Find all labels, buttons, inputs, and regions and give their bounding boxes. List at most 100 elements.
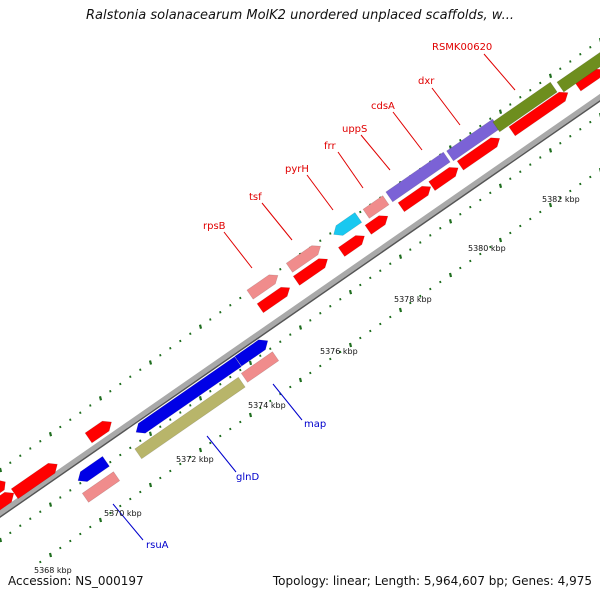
tick-mark — [0, 467, 3, 473]
gene-label-pyrH[interactable]: pyrH — [285, 164, 309, 175]
gene-label-RSMK00620[interactable]: RSMK00620 — [432, 42, 492, 53]
tick-mark — [39, 440, 42, 443]
tick-mark — [139, 368, 142, 371]
gene-label-tsf[interactable]: tsf — [249, 192, 262, 203]
tick-mark — [109, 460, 112, 464]
tick-mark — [498, 237, 503, 243]
tick-mark — [519, 224, 522, 228]
tick-mark — [109, 389, 112, 393]
gene-label-rpsB[interactable]: rpsB — [203, 221, 226, 232]
feature-pink[interactable] — [362, 195, 390, 219]
feature-red[interactable] — [337, 232, 367, 257]
tick-mark — [539, 156, 542, 159]
tick-mark — [189, 455, 192, 459]
tick-mark — [209, 441, 212, 445]
feature-red[interactable] — [456, 134, 503, 171]
feature-red[interactable] — [0, 488, 17, 513]
feature-red[interactable] — [256, 283, 293, 314]
tick-mark — [209, 390, 212, 393]
feature-red[interactable] — [397, 182, 434, 213]
tick-mark — [459, 212, 462, 216]
tick-mark — [489, 191, 492, 195]
tick-mark — [409, 248, 412, 251]
tick-mark — [139, 490, 142, 494]
tick-mark — [329, 357, 332, 361]
feature-blue[interactable] — [234, 336, 271, 367]
tick-mark — [348, 289, 353, 295]
feature-red[interactable] — [84, 417, 115, 444]
gene-label-frr[interactable]: frr — [324, 141, 336, 152]
gene-label-glnD[interactable]: glnD — [236, 472, 259, 483]
tick-mark — [59, 546, 62, 550]
tick-mark — [79, 411, 82, 414]
tick-mark — [289, 333, 292, 336]
feature-pink[interactable] — [240, 351, 280, 383]
tick-mark — [419, 241, 422, 244]
tick-mark — [119, 382, 122, 386]
tick-mark — [239, 420, 242, 424]
feature-red[interactable] — [364, 212, 391, 235]
tick-mark — [159, 354, 162, 357]
scale-labels: 5368 kbp 5370 kbp 5372 kbp 5374 kbp 5376… — [34, 195, 580, 575]
tick-mark — [489, 117, 492, 121]
tick-mark — [289, 385, 292, 389]
tick-mark — [479, 198, 482, 202]
gene-label-map[interactable]: map — [304, 419, 326, 430]
feature-khaki[interactable] — [134, 376, 246, 460]
tick-mark — [19, 454, 22, 457]
tick-mark — [339, 297, 342, 301]
tick-mark — [169, 469, 172, 473]
tick-mark — [139, 439, 142, 443]
tick-mark — [29, 447, 32, 450]
gene-label-cdsA[interactable]: cdsA — [371, 101, 395, 112]
gene-label-rsuA[interactable]: rsuA — [146, 540, 169, 551]
tick-mark — [319, 364, 322, 368]
feature-pink[interactable] — [246, 271, 281, 300]
tick-mark — [579, 127, 582, 131]
tick-mark — [539, 210, 542, 214]
tick-mark — [269, 399, 272, 403]
tick-mark — [109, 511, 112, 515]
tick-mark — [98, 396, 103, 401]
tick-mark — [89, 525, 92, 529]
feature-red[interactable] — [10, 459, 61, 500]
feature-cyan[interactable] — [330, 212, 363, 240]
gene-label-dxr[interactable]: dxr — [418, 76, 435, 87]
tick-mark — [459, 266, 462, 270]
tick-mark — [379, 322, 382, 326]
tick-mark — [69, 418, 72, 422]
feature-red[interactable] — [0, 477, 9, 498]
tick-mark — [329, 305, 332, 308]
tick-mark — [398, 254, 403, 259]
tick-mark — [298, 377, 303, 383]
tick-mark — [498, 109, 503, 114]
feature-red[interactable] — [428, 163, 462, 192]
tick-mark — [509, 177, 512, 181]
gene-label-uppS[interactable]: uppS — [342, 124, 367, 135]
feature-pink[interactable] — [285, 242, 324, 273]
feature-purple[interactable] — [385, 151, 451, 203]
tick-mark — [169, 346, 172, 350]
tick-mark — [279, 268, 282, 271]
tick-mark — [159, 476, 162, 480]
tick-mark — [509, 231, 512, 235]
tick-mark — [548, 73, 553, 79]
feature-olive[interactable] — [492, 81, 558, 133]
feature-blue[interactable] — [133, 356, 242, 437]
feature-red[interactable] — [508, 88, 571, 137]
tick-mark — [39, 560, 42, 564]
tick-mark — [59, 425, 62, 429]
feature-red[interactable] — [292, 255, 331, 286]
tick-mark — [329, 232, 332, 235]
scale-label-5368: 5368 kbp — [34, 566, 72, 575]
tick-mark — [439, 227, 442, 230]
feature-olive[interactable] — [556, 47, 600, 93]
tick-mark — [409, 301, 412, 305]
feature-pink[interactable] — [81, 471, 121, 503]
tick-mark — [129, 497, 132, 501]
tick-mark — [179, 339, 182, 343]
tick-mark — [198, 447, 203, 453]
feature-blue[interactable] — [75, 455, 110, 485]
tick-mark — [229, 303, 232, 307]
tick-mark — [148, 431, 153, 437]
